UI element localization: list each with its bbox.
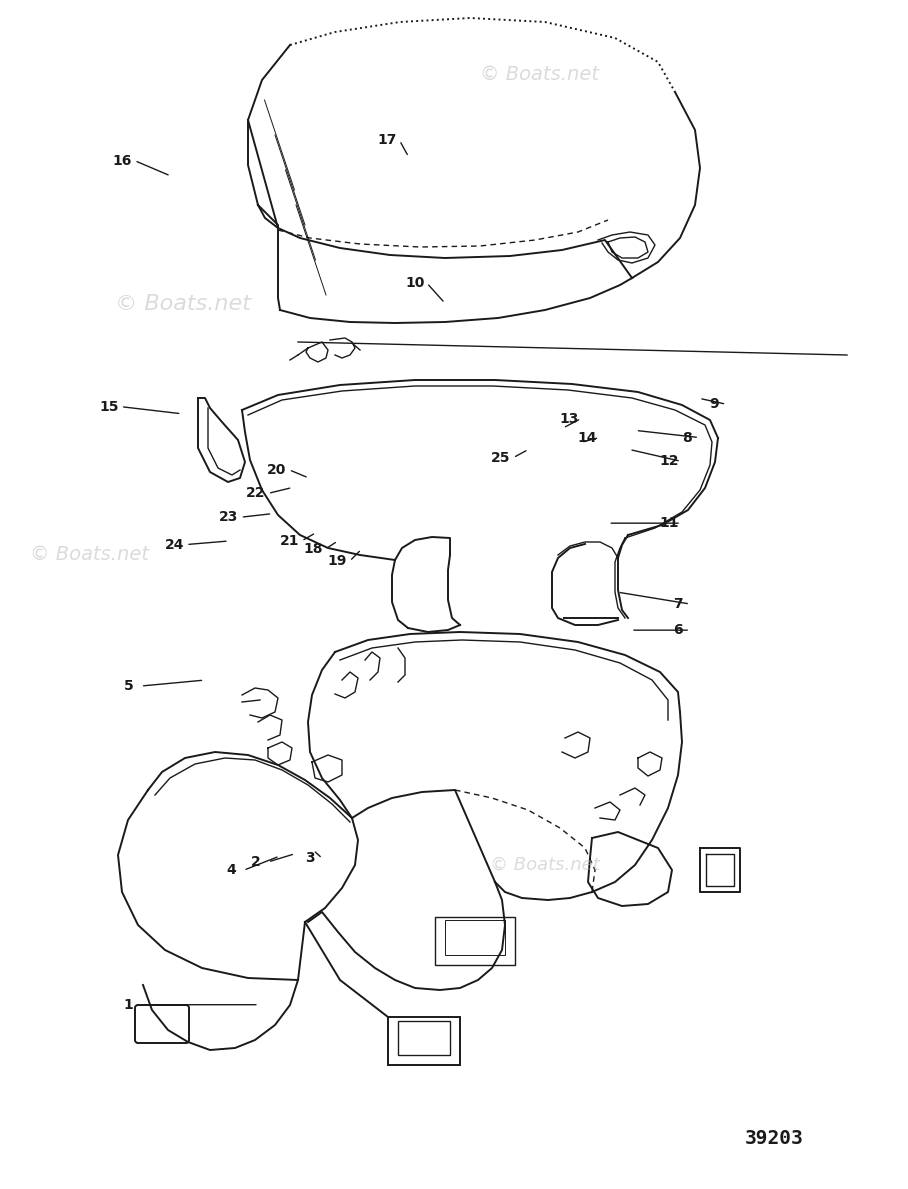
- Text: 12: 12: [659, 454, 679, 468]
- Text: 15: 15: [99, 400, 119, 414]
- Text: © Boats.net: © Boats.net: [30, 545, 149, 564]
- Text: 23: 23: [219, 510, 238, 524]
- Text: 21: 21: [280, 534, 300, 548]
- Text: 8: 8: [682, 430, 692, 445]
- Text: 3: 3: [305, 851, 315, 866]
- FancyBboxPatch shape: [435, 917, 515, 965]
- Text: 5: 5: [123, 679, 133, 693]
- Text: 22: 22: [246, 486, 266, 501]
- Text: 18: 18: [303, 542, 323, 556]
- FancyBboxPatch shape: [445, 920, 505, 955]
- Text: © Boats.net: © Boats.net: [115, 294, 251, 314]
- FancyBboxPatch shape: [388, 1017, 460, 1065]
- Text: 14: 14: [577, 430, 597, 445]
- Text: 10: 10: [405, 276, 424, 290]
- Text: 20: 20: [267, 463, 286, 477]
- Text: 6: 6: [673, 623, 683, 637]
- Text: 4: 4: [226, 863, 236, 877]
- Text: 7: 7: [673, 597, 683, 611]
- Text: 1: 1: [123, 998, 133, 1012]
- FancyBboxPatch shape: [135, 1005, 189, 1043]
- Text: 19: 19: [328, 554, 347, 568]
- Text: © Boats.net: © Boats.net: [490, 856, 600, 874]
- Text: 9: 9: [709, 397, 719, 411]
- Text: 13: 13: [559, 411, 578, 426]
- Text: 17: 17: [378, 133, 397, 147]
- Text: 16: 16: [113, 153, 132, 168]
- Text: 2: 2: [251, 855, 261, 869]
- Text: 39203: 39203: [745, 1130, 804, 1149]
- Text: 24: 24: [164, 537, 184, 552]
- FancyBboxPatch shape: [398, 1021, 450, 1055]
- Text: 25: 25: [491, 451, 511, 465]
- Text: © Boats.net: © Boats.net: [480, 65, 599, 84]
- Text: 11: 11: [659, 516, 679, 530]
